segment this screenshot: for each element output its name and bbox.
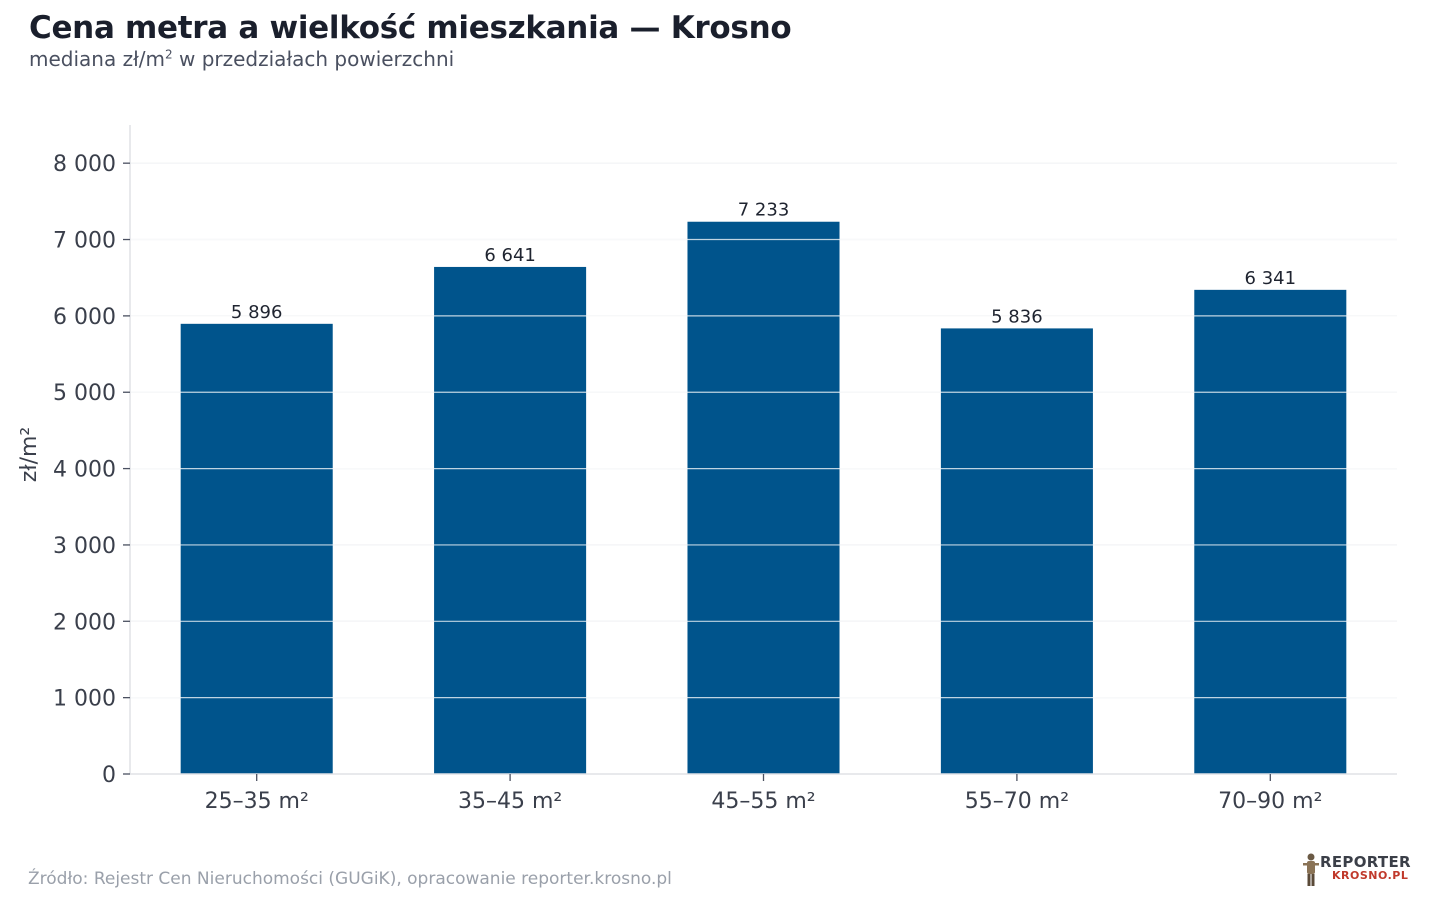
source-note: Źródło: Rejestr Cen Nieruchomości (GUGiK… [28,869,672,889]
value-labels: 5 896 6 641 7 233 5 836 6 341 [231,200,1296,328]
value-label: 5 836 [991,306,1043,327]
y-axis-label: zł/m² [17,427,42,482]
x-tick-label: 25–35 m² [205,789,309,814]
x-tick-label: 45–55 m² [711,789,815,814]
chart-title: Cena metra a wielkość mieszkania — Krosn… [29,10,792,46]
y-tick-label: 7 000 [53,229,116,254]
logo-text-reporter: REPORTER [1320,853,1411,871]
bar [180,323,333,774]
value-label: 6 641 [484,245,536,266]
y-tick-label: 8 000 [53,152,116,177]
y-tick-label: 4 000 [53,458,116,483]
subtitle-main: mediana zł/m [29,47,165,71]
y-tick-label: 1 000 [53,687,116,712]
bar [1194,289,1347,774]
x-tick-label: 55–70 m² [965,789,1069,814]
subtitle-rest: w przedziałach powierzchni [172,47,455,71]
bars [180,221,1347,774]
value-label: 6 341 [1245,268,1297,289]
x-tick-label: 35–45 m² [458,789,562,814]
y-tick-label: 3 000 [53,534,116,559]
y-tick-label: 0 [102,763,116,788]
y-tick-label: 5 000 [53,381,116,406]
axes: 0 1 000 2 000 3 000 4 000 5 000 6 000 7 000 8 00… [17,125,1397,814]
bar [940,328,1093,774]
chart-subtitle: mediana zł/m2 w przedziałach powierzchni [29,47,454,71]
logo-text-krosno: KROSNO.PL [1332,869,1409,882]
bar [687,221,840,774]
bar [434,266,587,774]
y-tick-label: 6 000 [53,305,116,330]
value-label: 7 233 [738,200,790,221]
subtitle-superscript: 2 [165,47,173,62]
value-label: 5 896 [231,302,283,323]
reporter-logo: REPORTER KROSNO.PL [1300,850,1411,890]
x-tick-label: 70–90 m² [1218,789,1322,814]
y-tick-label: 2 000 [53,610,116,635]
reporter-figure-icon [1303,853,1319,886]
